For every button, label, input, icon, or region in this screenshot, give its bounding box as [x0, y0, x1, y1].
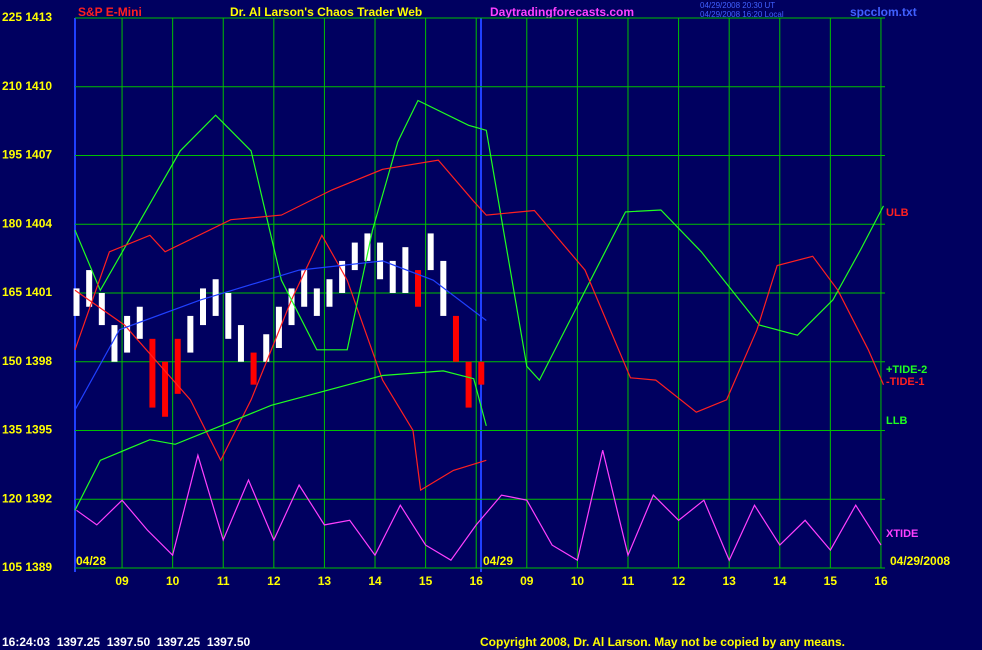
- price-bar: [326, 279, 333, 307]
- x-tick-label: 15: [824, 574, 838, 588]
- x-tick-label: 10: [166, 574, 180, 588]
- y-tick-label: 165 1401: [2, 285, 52, 299]
- symbol: S&P E-Mini: [78, 5, 142, 19]
- quote: 16:24:03 1397.25 1397.50 1397.25 1397.50: [2, 635, 251, 649]
- x-tick-label: 15: [419, 574, 433, 588]
- price-bar: [73, 288, 80, 316]
- price-bar: [225, 293, 232, 339]
- x-tick-label: 16: [470, 574, 484, 588]
- legend-label: -TIDE-1: [886, 376, 925, 388]
- price-bar: [301, 270, 308, 307]
- series-line: [74, 159, 885, 413]
- y-tick-label: 180 1404: [2, 216, 52, 230]
- chart-title: Dr. Al Larson's Chaos Trader Web: [230, 5, 422, 19]
- price-bar: [452, 315, 459, 362]
- y-tick-label: 225 1413: [2, 10, 52, 24]
- price-bar: [250, 352, 257, 385]
- price-bar: [212, 279, 219, 316]
- date-label: 04/29: [483, 554, 513, 568]
- series-line: [76, 450, 882, 562]
- y-tick-label: 105 1389: [2, 560, 52, 574]
- x-tick-label: 14: [773, 574, 787, 588]
- copyright: Copyright 2008, Dr. Al Larson. May not b…: [480, 635, 845, 649]
- stamp-local: 04/29/2008 16:20 Local: [700, 10, 784, 19]
- y-tick-label: 195 1407: [2, 148, 52, 162]
- y-tick-label: 120 1392: [2, 491, 52, 505]
- price-bar: [313, 288, 320, 316]
- file-name: spcclom.txt: [850, 5, 917, 19]
- price-bar: [187, 315, 194, 353]
- price-bar: [263, 334, 270, 362]
- date-label: 04/29/2008: [890, 554, 950, 568]
- price-bar: [149, 338, 156, 408]
- x-tick-label: 10: [571, 574, 585, 588]
- x-tick-label: 09: [115, 574, 129, 588]
- x-tick-label: 13: [722, 574, 736, 588]
- price-bar: [288, 288, 295, 326]
- price-bar: [389, 260, 396, 293]
- x-tick-label: 09: [520, 574, 534, 588]
- price-bar: [478, 361, 485, 385]
- price-bar: [427, 233, 434, 271]
- x-tick-label: 11: [622, 574, 635, 588]
- x-tick-label: 12: [672, 574, 686, 588]
- stamp-ut: 04/29/2008 20:30 UT: [700, 1, 775, 10]
- legend-label: +TIDE-2: [886, 364, 927, 376]
- x-tick-label: 14: [368, 574, 382, 588]
- x-tick-label: 12: [267, 574, 281, 588]
- price-bar: [339, 260, 346, 293]
- site: Daytradingforecasts.com: [490, 5, 634, 19]
- price-bar: [162, 361, 169, 417]
- price-bar: [465, 361, 472, 408]
- price-bar: [111, 325, 118, 362]
- price-bar: [200, 288, 207, 326]
- price-bar: [275, 306, 282, 348]
- legend-label: LLB: [886, 415, 907, 427]
- date-label: 04/28: [76, 554, 106, 568]
- y-tick-label: 150 1398: [2, 354, 52, 368]
- legend-label: ULB: [886, 207, 909, 219]
- price-bar: [237, 325, 244, 362]
- x-tick-label: 13: [318, 574, 332, 588]
- x-tick-label: 16: [874, 574, 888, 588]
- series-line: [74, 370, 487, 511]
- price-bar: [351, 242, 358, 271]
- y-tick-label: 210 1410: [2, 79, 52, 93]
- legend-label: XTIDE: [886, 528, 918, 540]
- series-line: [74, 233, 487, 492]
- price-bar: [364, 233, 371, 261]
- series-line: [74, 99, 885, 382]
- price-bar: [415, 270, 422, 307]
- y-tick-label: 135 1395: [2, 423, 52, 437]
- price-bar: [86, 270, 93, 307]
- price-bar: [174, 338, 181, 394]
- x-tick-label: 11: [217, 574, 230, 588]
- series-line: [74, 260, 487, 411]
- price-bar: [124, 315, 131, 353]
